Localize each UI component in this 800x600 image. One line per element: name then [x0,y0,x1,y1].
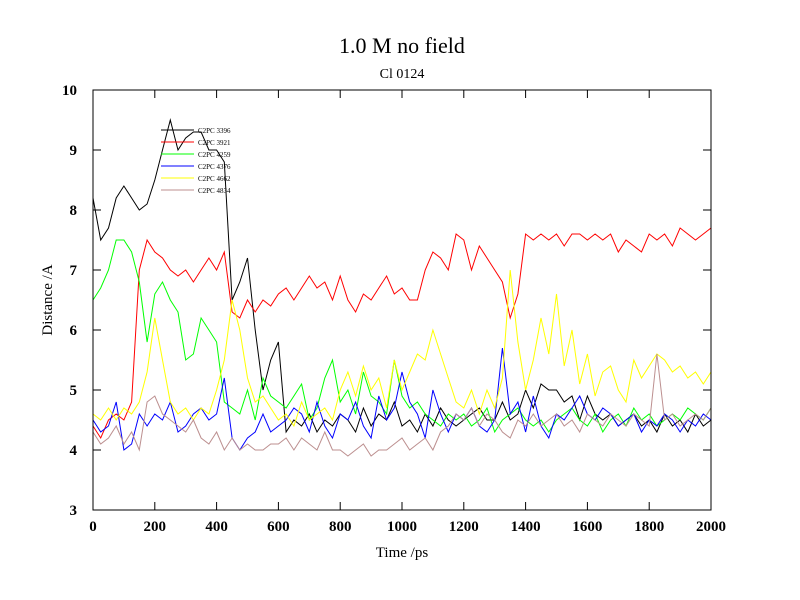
y-tick-label: 6 [70,323,78,339]
y-tick-label: 8 [70,203,78,219]
legend-label: C2PC 4376 [198,163,231,171]
legend-label: C2PC 4662 [198,175,231,183]
y-tick-label: 3 [70,503,78,519]
x-tick-label: 600 [267,519,290,535]
data-line [92,353,712,457]
chart-subtitle: Cl 0124 [380,67,425,82]
y-axis-label: Distance /A [40,264,56,335]
legend-label: C2PC 4259 [198,151,231,159]
x-tick-label: 0 [89,519,97,535]
y-tick-label: 7 [70,263,78,279]
x-tick-label: 2000 [696,519,726,535]
plot-frame [92,89,712,511]
x-tick-label: 1400 [511,519,541,535]
x-axis-label: Time /ps [376,545,429,561]
data-line [92,118,712,434]
chart-title: 1.0 M no field [339,33,465,58]
x-tick-label: 1200 [449,519,479,535]
legend-label: C2PC 3921 [198,139,231,147]
legend-label: C2PC 3396 [198,127,231,135]
y-tick-label: 9 [70,143,78,159]
data-line [92,347,712,451]
y-tick-label: 5 [70,383,78,399]
y-tick-label: 10 [62,83,77,99]
y-tick-label: 4 [70,443,78,459]
x-tick-label: 1000 [387,519,417,535]
data-line [92,227,712,440]
data-line [92,239,712,434]
x-tick-label: 200 [144,519,167,535]
data-line [92,269,712,428]
x-tick-label: 1600 [572,519,602,535]
x-tick-label: 1800 [634,519,664,535]
legend-label: C2PC 4834 [198,187,231,195]
x-tick-label: 400 [205,519,228,535]
x-tick-label: 800 [329,519,352,535]
